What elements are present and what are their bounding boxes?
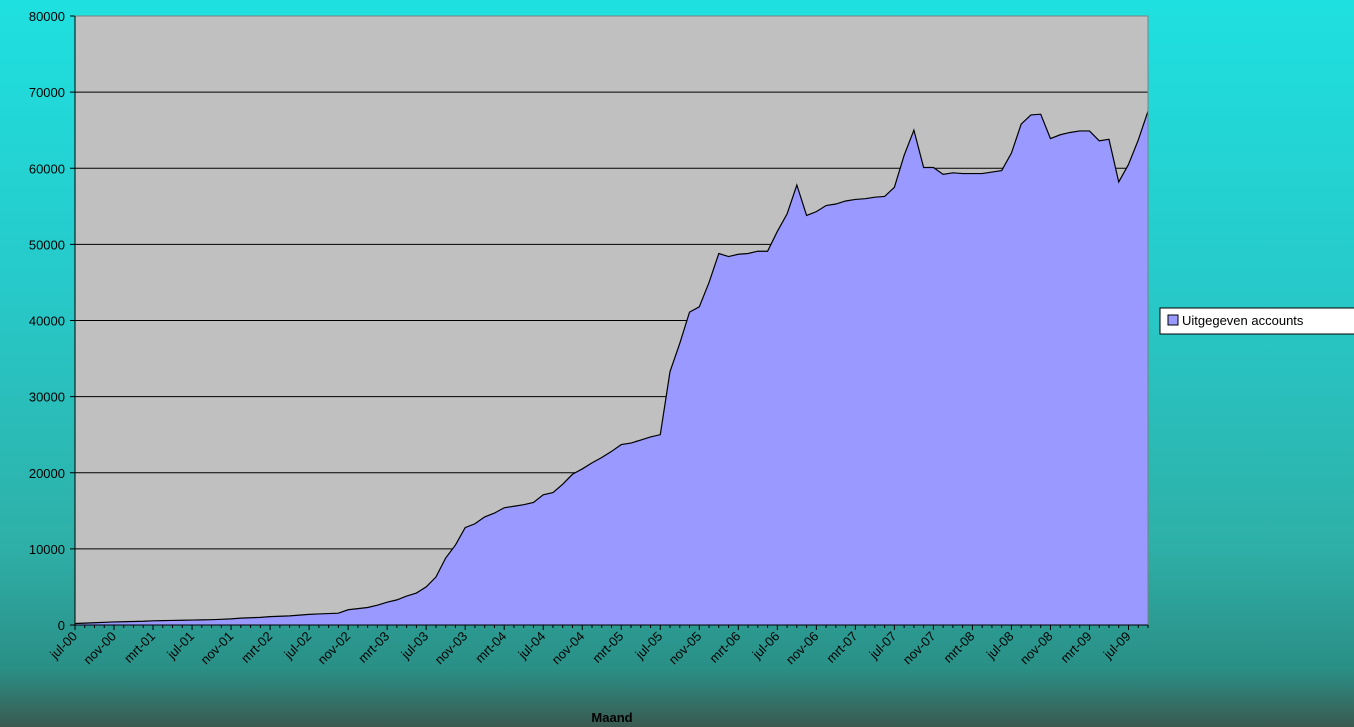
legend: Uitgegeven accounts (1159, 307, 1354, 335)
x-tick-label: nov-08 (1017, 629, 1056, 668)
x-tick-label: nov-02 (315, 629, 354, 668)
x-tick-label: mrt-08 (940, 629, 977, 666)
x-tick-label: jul-01 (163, 629, 197, 663)
x-tick-label: jul-08 (983, 629, 1017, 663)
x-tick-label: jul-05 (632, 629, 666, 663)
x-tick-label: jul-06 (749, 629, 783, 663)
y-tick-label: 40000 (29, 314, 65, 329)
x-tick-label: nov-03 (432, 629, 471, 668)
x-tick-label: mrt-04 (472, 629, 509, 666)
y-tick-label: 10000 (29, 542, 65, 557)
x-tick-label: nov-00 (80, 629, 119, 668)
x-tick-label: mrt-05 (589, 629, 626, 666)
x-tick-label: mrt-09 (1057, 629, 1094, 666)
y-tick-label: 80000 (29, 9, 65, 24)
x-tick-label: nov-05 (666, 629, 705, 668)
x-axis-title: Maand (591, 710, 632, 725)
legend-swatch (1167, 314, 1179, 326)
y-tick-label: 50000 (29, 237, 65, 252)
x-tick-label: nov-04 (549, 629, 588, 668)
y-tick-label: 60000 (29, 161, 65, 176)
x-tick-label: jul-02 (280, 629, 314, 663)
x-tick-label: jul-09 (1100, 629, 1134, 663)
x-tick-label: mrt-06 (706, 629, 743, 666)
x-tick-label: jul-03 (397, 629, 431, 663)
y-tick-label: 0 (58, 618, 65, 633)
x-tick-label: mrt-07 (823, 629, 860, 666)
x-tick-label: jul-00 (46, 629, 80, 663)
y-tick-label: 70000 (29, 85, 65, 100)
x-tick-label: nov-07 (900, 629, 939, 668)
x-tick-label: nov-06 (783, 629, 822, 668)
x-tick-label: jul-04 (515, 629, 549, 663)
legend-label: Uitgegeven accounts (1182, 313, 1304, 328)
area-outline (74, 110, 1149, 625)
y-tick-label: 30000 (29, 390, 65, 405)
x-tick-label: mrt-03 (355, 629, 392, 666)
legend-box (1159, 307, 1354, 335)
x-tick-label: jul-07 (866, 629, 900, 663)
area (75, 111, 1148, 625)
x-tick-label: nov-01 (197, 629, 236, 668)
x-tick-label: mrt-01 (121, 629, 158, 666)
y-tick-label: 20000 (29, 466, 65, 481)
x-tick-label: mrt-02 (238, 629, 275, 666)
